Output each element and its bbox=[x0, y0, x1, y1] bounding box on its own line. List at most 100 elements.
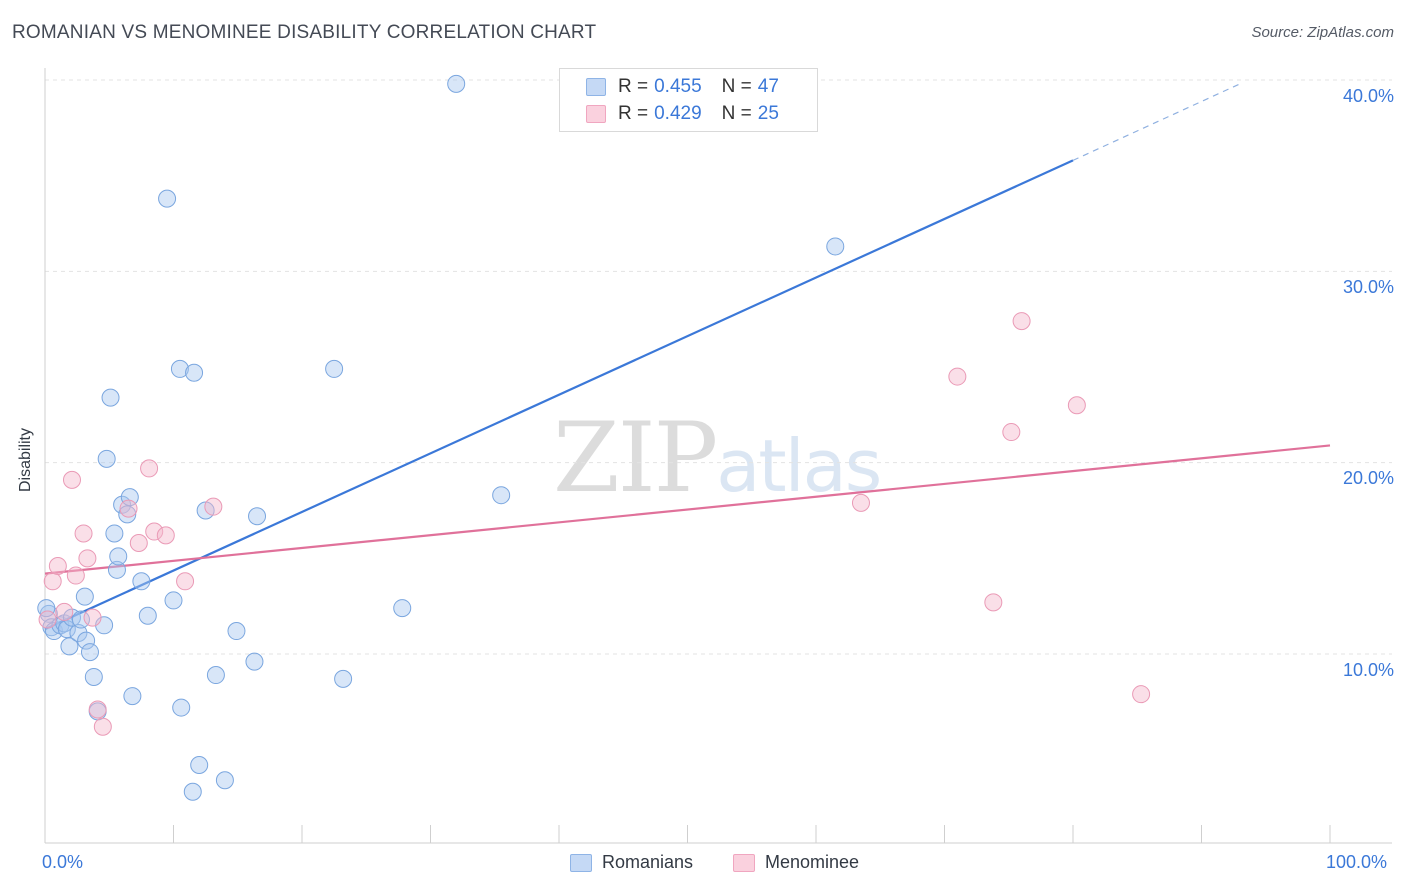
point-romanians bbox=[60, 637, 79, 656]
point-romanians bbox=[215, 771, 234, 790]
point-menominee bbox=[62, 470, 81, 489]
point-menominee bbox=[38, 610, 57, 629]
point-menominee bbox=[78, 549, 97, 568]
watermark-zip: ZIP bbox=[553, 402, 718, 514]
point-menominee bbox=[66, 566, 85, 585]
point-menominee bbox=[88, 700, 107, 719]
axes bbox=[44, 68, 1392, 844]
point-romanians bbox=[334, 669, 353, 688]
watermark: ZIPatlas bbox=[553, 402, 882, 514]
trend-line-menominee bbox=[44, 444, 1331, 575]
point-menominee bbox=[55, 602, 74, 621]
point-menominee bbox=[851, 493, 870, 512]
point-romanians bbox=[138, 606, 157, 625]
point-romanians bbox=[227, 622, 246, 641]
bottom-legend-swatch-romanians bbox=[570, 853, 592, 872]
legend-swatch-menominee bbox=[586, 105, 606, 123]
legend-swatch-romanians bbox=[586, 78, 606, 96]
chart-title: ROMANIAN VS MENOMINEE DISABILITY CORRELA… bbox=[12, 22, 597, 43]
point-romanians bbox=[164, 591, 183, 610]
point-menominee bbox=[156, 526, 175, 545]
point-romanians bbox=[105, 524, 124, 543]
point-menominee bbox=[204, 497, 223, 516]
point-menominee bbox=[129, 534, 148, 553]
legend-n-label: N = bbox=[721, 103, 752, 124]
watermark-atlas: atlas bbox=[716, 424, 882, 508]
legend-r-value: 0.429 bbox=[654, 103, 702, 124]
point-romanians bbox=[77, 631, 96, 650]
point-romanians bbox=[248, 507, 267, 526]
trend-extension-romanians bbox=[1072, 83, 1241, 161]
x-tick-label-0: 0.0% bbox=[42, 852, 84, 872]
legend-r-label: R = bbox=[618, 103, 649, 124]
point-menominee bbox=[119, 499, 138, 518]
point-menominee bbox=[948, 367, 967, 386]
legend-r-label: R = bbox=[618, 76, 649, 97]
point-romanians bbox=[37, 599, 56, 618]
point-menominee bbox=[984, 593, 1003, 612]
point-menominee bbox=[93, 717, 112, 736]
point-romanians bbox=[120, 488, 139, 507]
trend-lines bbox=[44, 83, 1331, 631]
bottom-legend-label-romanians: Romanians bbox=[602, 852, 694, 872]
point-menominee bbox=[1002, 423, 1021, 442]
point-romanians bbox=[826, 237, 845, 256]
y-axis-label: Disability bbox=[17, 427, 34, 493]
y-tick-label-40: 40.0% bbox=[1342, 86, 1394, 106]
point-romanians bbox=[170, 359, 189, 378]
source-label: Source: ZipAtlas.com bbox=[1251, 24, 1394, 41]
point-menominee bbox=[83, 608, 102, 627]
point-romanians bbox=[97, 449, 116, 468]
bottom-legend-label-menominee: Menominee bbox=[765, 852, 860, 872]
point-romanians bbox=[57, 620, 76, 639]
point-menominee bbox=[1132, 685, 1151, 704]
y-tick-label-20: 20.0% bbox=[1342, 468, 1394, 488]
data-points bbox=[37, 74, 1151, 801]
y-tick-label-10: 10.0% bbox=[1342, 660, 1394, 680]
point-romanians bbox=[492, 486, 511, 505]
point-romanians bbox=[172, 698, 191, 717]
point-romanians bbox=[75, 587, 94, 606]
point-romanians bbox=[71, 610, 90, 629]
legend-n-value: 25 bbox=[757, 103, 779, 124]
point-romanians bbox=[118, 505, 137, 524]
point-romanians bbox=[132, 572, 151, 591]
bottom-legend-swatch-menominee bbox=[733, 853, 755, 872]
point-menominee bbox=[140, 459, 159, 478]
point-romanians bbox=[107, 560, 126, 579]
point-romanians bbox=[123, 687, 142, 706]
point-romanians bbox=[206, 666, 225, 685]
point-romanians bbox=[183, 782, 202, 801]
legend-n-value: 47 bbox=[757, 76, 779, 97]
point-romanians bbox=[245, 652, 264, 671]
point-menominee bbox=[176, 572, 195, 591]
y-tick-label-30: 30.0% bbox=[1342, 277, 1394, 297]
point-menominee bbox=[43, 572, 62, 591]
legend-n-label: N = bbox=[721, 76, 752, 97]
bottom-legend-menominee: Menominee bbox=[733, 852, 859, 873]
point-romanians bbox=[190, 755, 209, 774]
point-romanians bbox=[80, 643, 99, 662]
legend-row-romanians: R = 0.455 N = 47 bbox=[586, 75, 779, 99]
point-romanians bbox=[101, 388, 120, 407]
point-romanians bbox=[447, 74, 466, 93]
point-romanians bbox=[84, 667, 103, 686]
trend-line-romanians bbox=[44, 159, 1074, 631]
point-romanians bbox=[185, 363, 204, 382]
x-tick-label-100: 100.0% bbox=[1326, 852, 1388, 872]
legend-r-value: 0.455 bbox=[654, 76, 702, 97]
point-romanians bbox=[109, 547, 128, 566]
bottom-legend-romanians: Romanians bbox=[570, 852, 693, 873]
point-romanians bbox=[69, 623, 88, 642]
point-menominee bbox=[1067, 396, 1086, 415]
point-menominee bbox=[145, 522, 164, 541]
correlation-legend: R = 0.455 N = 47 R = 0.429 N = 25 bbox=[559, 68, 818, 132]
point-romanians bbox=[158, 189, 177, 208]
grid-lines bbox=[45, 79, 1392, 655]
y-axis-label-wrap: Disability bbox=[6, 380, 46, 540]
point-menominee bbox=[1012, 312, 1031, 331]
point-menominee bbox=[48, 556, 67, 575]
point-romanians bbox=[393, 599, 412, 618]
legend-row-menominee: R = 0.429 N = 25 bbox=[586, 102, 779, 126]
